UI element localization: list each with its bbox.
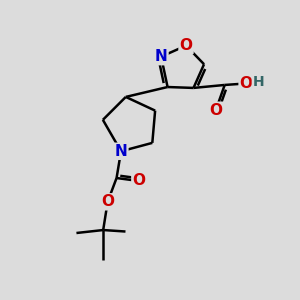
Text: O: O xyxy=(209,103,222,118)
Text: O: O xyxy=(179,38,193,53)
Text: H: H xyxy=(253,75,264,89)
Text: N: N xyxy=(115,144,128,159)
Text: O: O xyxy=(101,194,114,209)
Text: N: N xyxy=(155,49,167,64)
Text: O: O xyxy=(240,76,253,91)
Text: O: O xyxy=(132,173,146,188)
